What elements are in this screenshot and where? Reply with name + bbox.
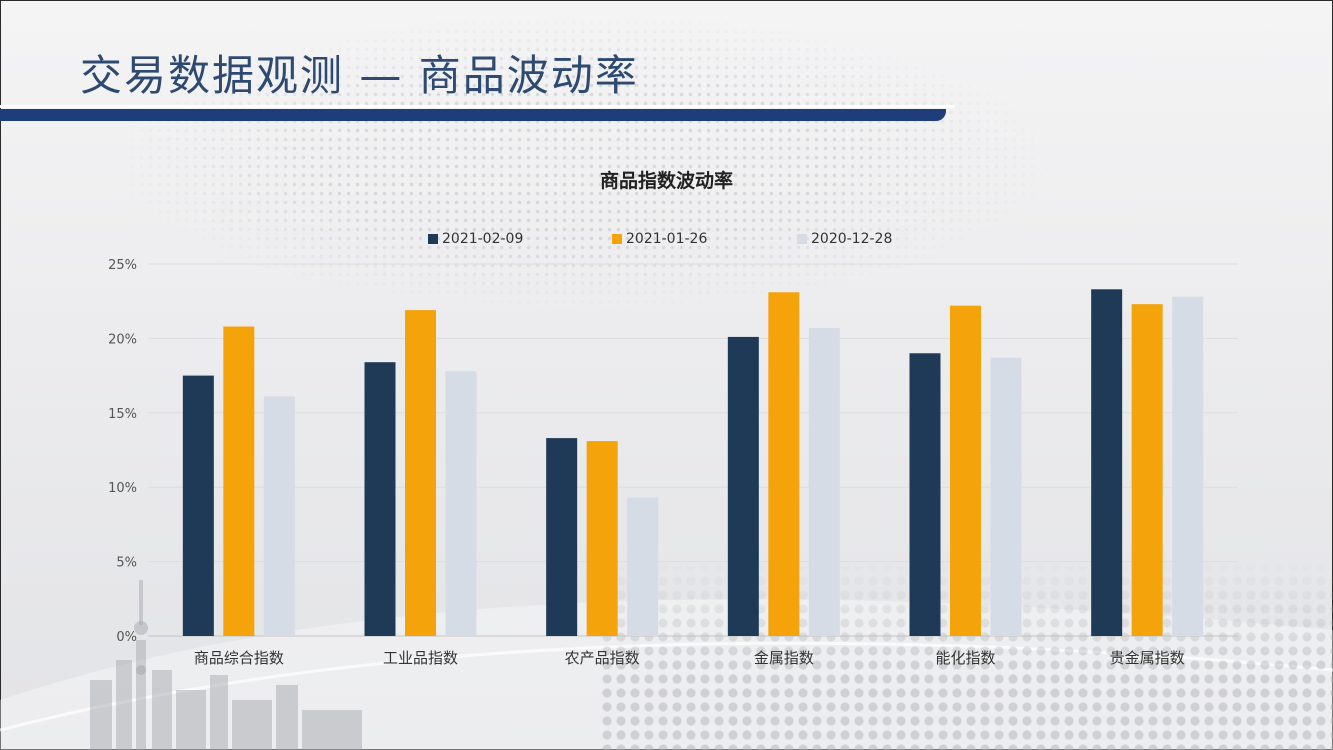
title-rule-navy bbox=[0, 109, 946, 121]
x-category-label: 农产品指数 bbox=[565, 649, 640, 667]
bar bbox=[909, 353, 941, 636]
bar bbox=[546, 438, 578, 636]
chart-title: 商品指数波动率 bbox=[599, 170, 733, 192]
y-tick-label: 5% bbox=[116, 556, 137, 571]
bar bbox=[182, 375, 214, 636]
x-category-label: 贵金属指数 bbox=[1110, 649, 1185, 667]
y-tick-label: 15% bbox=[108, 407, 137, 422]
x-category-label: 工业品指数 bbox=[383, 649, 458, 667]
bar bbox=[727, 336, 759, 636]
title-underline-bar bbox=[0, 105, 955, 121]
legend-label: 2021-02-09 bbox=[442, 231, 524, 247]
background-swoosh bbox=[0, 599, 1333, 750]
legend-label: 2020-12-28 bbox=[811, 231, 893, 247]
slide-title: 交易数据观测 — 商品波动率 bbox=[80, 51, 639, 100]
bar bbox=[1091, 289, 1123, 636]
legend-label: 2021-01-26 bbox=[626, 231, 708, 247]
bar bbox=[223, 326, 255, 636]
title-rule-highlight bbox=[0, 105, 955, 108]
bar bbox=[808, 327, 840, 636]
legend-swatch bbox=[428, 234, 438, 244]
legend-item: 2021-02-09 bbox=[428, 231, 523, 247]
bar bbox=[445, 371, 477, 636]
bar bbox=[627, 497, 659, 636]
legend-swatch bbox=[612, 234, 622, 244]
legend-swatch bbox=[797, 234, 807, 244]
bar bbox=[263, 396, 295, 636]
y-tick-label: 20% bbox=[108, 332, 137, 347]
background-world-map bbox=[110, 0, 1160, 360]
bar bbox=[364, 362, 396, 636]
bar bbox=[405, 310, 436, 636]
bar bbox=[950, 305, 981, 636]
background-skyline bbox=[90, 580, 362, 750]
bar bbox=[586, 441, 618, 636]
legend-item: 2020-12-28 bbox=[797, 231, 892, 247]
bar bbox=[990, 357, 1022, 636]
bar bbox=[1131, 304, 1163, 636]
bar bbox=[768, 292, 800, 636]
x-category-label: 能化指数 bbox=[935, 649, 995, 667]
x-category-label: 金属指数 bbox=[754, 649, 814, 667]
x-category-label: 商品综合指数 bbox=[194, 649, 284, 667]
y-tick-label: 10% bbox=[108, 481, 137, 496]
y-tick-label: 0% bbox=[116, 630, 137, 645]
legend-item: 2021-01-26 bbox=[612, 231, 707, 247]
y-tick-label: 25% bbox=[108, 258, 137, 273]
bar bbox=[1172, 296, 1204, 636]
